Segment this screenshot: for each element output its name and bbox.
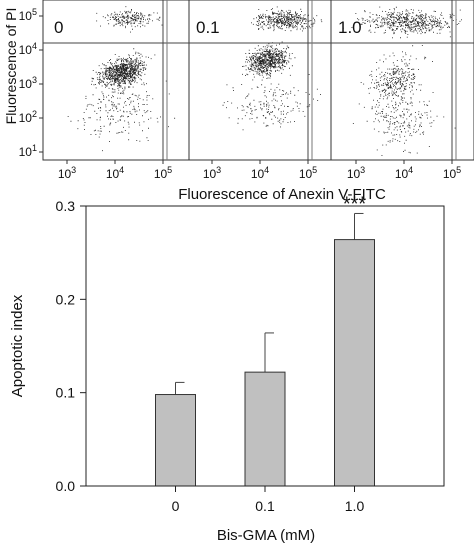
panel-label-0.1: 0.1 [196, 18, 220, 37]
panel-label-0: 0 [54, 18, 63, 37]
flow-y-tick-label: 101 [19, 143, 37, 159]
y-axis-ticks: 0.0 0.1 0.2 0.3 [56, 198, 86, 494]
flow-frame [42, 0, 474, 161]
flow-y-tick-label: 103 [19, 75, 37, 91]
flow-x-tick-label: 105 [443, 165, 461, 181]
bar-x-axis-title: Bis-GMA (mM) [217, 527, 315, 544]
bar-0.1 [244, 371, 286, 487]
y-tick-label: 0.0 [56, 478, 76, 494]
x-category-label: 0 [172, 498, 180, 514]
significance-annotation: *** [343, 193, 367, 215]
y-tick-label: 0.1 [56, 385, 76, 401]
flow-y-tick-label: 104 [19, 41, 37, 57]
quadrant-gates [39, 0, 474, 164]
bar-plot-frame [85, 205, 445, 487]
bars-group [155, 212, 375, 487]
flow-cytometry-panel: 0 0.1 1.0 101 102 103 104 105 103 104 10… [3, 0, 474, 203]
flow-y-axis-title: Fluorescence of PI [3, 8, 19, 125]
x-category-label: 0.1 [255, 498, 275, 514]
flow-y-tick-label: 105 [19, 7, 37, 23]
bar-y-axis-title: Apoptotic index [9, 294, 26, 397]
x-category-label: 1.0 [345, 498, 365, 514]
flow-x-tick-label: 104 [251, 165, 269, 181]
flow-x-tick-label: 105 [154, 165, 172, 181]
y-tick-label: 0.2 [56, 291, 76, 307]
panel-label-1.0: 1.0 [338, 18, 362, 37]
flow-x-tick-label: 103 [203, 165, 221, 181]
annotations-group: *** [343, 193, 367, 215]
scatter-dots [67, 6, 462, 156]
y-tick-label: 0.3 [56, 198, 76, 214]
bar-chart: 0.0 0.1 0.2 0.3 0 0.1 1.0 *** Bis-GMA (mM) Ap… [9, 193, 445, 544]
flow-x-axis-title: Fluorescence of Anexin V-FITC [178, 186, 386, 203]
flow-x-tick-label: 103 [58, 165, 76, 181]
bar-0 [155, 394, 196, 487]
flow-x-tick-label: 103 [347, 165, 365, 181]
flow-scatter-points [67, 6, 462, 156]
flow-x-tick-label: 104 [106, 165, 124, 181]
bar-1.0 [334, 239, 375, 487]
flow-x-tick-label: 104 [395, 165, 413, 181]
flow-x-tick-label: 105 [299, 165, 317, 181]
flow-y-tick-label: 102 [19, 109, 37, 125]
x-axis-categories: 0 0.1 1.0 [172, 486, 365, 514]
